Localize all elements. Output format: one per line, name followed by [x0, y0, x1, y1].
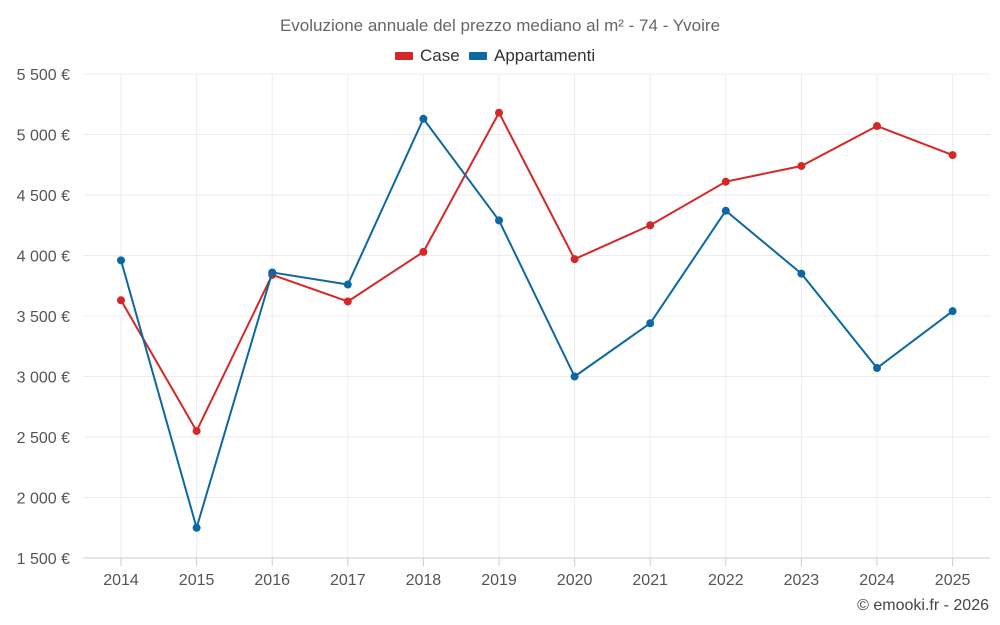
x-tick-label: 2015: [179, 572, 215, 589]
y-tick-label: 3 500 €: [17, 309, 70, 326]
legend-label-appartamenti: Appartamenti: [494, 46, 595, 65]
y-tick-label: 4 500 €: [17, 188, 70, 205]
data-point-appartamenti: [948, 307, 957, 316]
data-point-case: [948, 151, 957, 160]
data-point-appartamenti: [343, 280, 352, 289]
data-point-case: [343, 297, 352, 306]
series-appartamenti: [117, 114, 957, 532]
legend: Case Appartamenti: [395, 46, 595, 65]
x-tick-label: 2022: [708, 572, 744, 589]
data-point-case: [419, 247, 428, 256]
x-tick-label: 2024: [859, 572, 895, 589]
series-line-appartamenti: [120, 117, 954, 529]
y-tick-label: 1 500 €: [17, 551, 70, 568]
series-group: [117, 108, 957, 532]
data-point-appartamenti: [192, 523, 201, 532]
x-tick-label: 2020: [557, 572, 593, 589]
data-point-appartamenti: [570, 372, 579, 381]
x-tick-label: 2018: [406, 572, 442, 589]
grid: [83, 73, 990, 558]
data-point-appartamenti: [646, 319, 655, 328]
y-tick-label: 4 000 €: [17, 249, 70, 266]
chart-title: Evoluzione annuale del prezzo mediano al…: [280, 16, 720, 35]
data-point-case: [646, 221, 655, 230]
legend-label-case: Case: [420, 46, 460, 65]
y-tick-label: 3 000 €: [17, 370, 70, 387]
x-tick-label: 2014: [103, 572, 139, 589]
legend-item-appartamenti: Appartamenti: [469, 46, 595, 65]
legend-swatch-case: [395, 52, 413, 60]
data-point-case: [797, 161, 806, 170]
data-point-appartamenti: [419, 114, 428, 123]
data-point-appartamenti: [721, 206, 730, 215]
y-tick-label: 5 500 €: [17, 67, 70, 84]
series-line-case: [120, 111, 953, 432]
data-point-case: [570, 255, 579, 264]
data-point-appartamenti: [495, 216, 503, 225]
data-point-case: [495, 108, 503, 117]
x-tick-label: 2017: [330, 572, 366, 589]
data-point-appartamenti: [268, 268, 277, 277]
data-point-case: [192, 426, 201, 435]
data-point-appartamenti: [797, 269, 806, 278]
credit-text: © emooki.fr - 2026: [857, 597, 989, 614]
series-case: [117, 108, 957, 435]
data-point-case: [117, 296, 125, 305]
x-axis: 2014 2015 2016 2017 2018 2019 2020 2021 2022 2023…: [83, 557, 990, 589]
legend-item-case: Case: [395, 46, 460, 65]
data-point-case: [721, 177, 730, 186]
data-point-case: [873, 122, 881, 131]
x-tick-label: 2025: [935, 572, 971, 589]
y-tick-label: 5 000 €: [17, 128, 70, 145]
data-point-appartamenti: [117, 256, 125, 265]
y-tick-label: 2 500 €: [17, 430, 70, 447]
x-tick-label: 2023: [784, 572, 820, 589]
x-tick-label: 2016: [254, 572, 290, 589]
y-axis: 1 500 € 2 000 € 2 500 € 3 000 € 3 500 € 4 000…: [17, 67, 70, 568]
x-tick-label: 2019: [481, 572, 517, 589]
x-tick-label: 2021: [632, 572, 668, 589]
data-point-appartamenti: [873, 364, 881, 373]
y-tick-label: 2 000 €: [17, 491, 70, 508]
legend-swatch-appartamenti: [469, 52, 487, 60]
